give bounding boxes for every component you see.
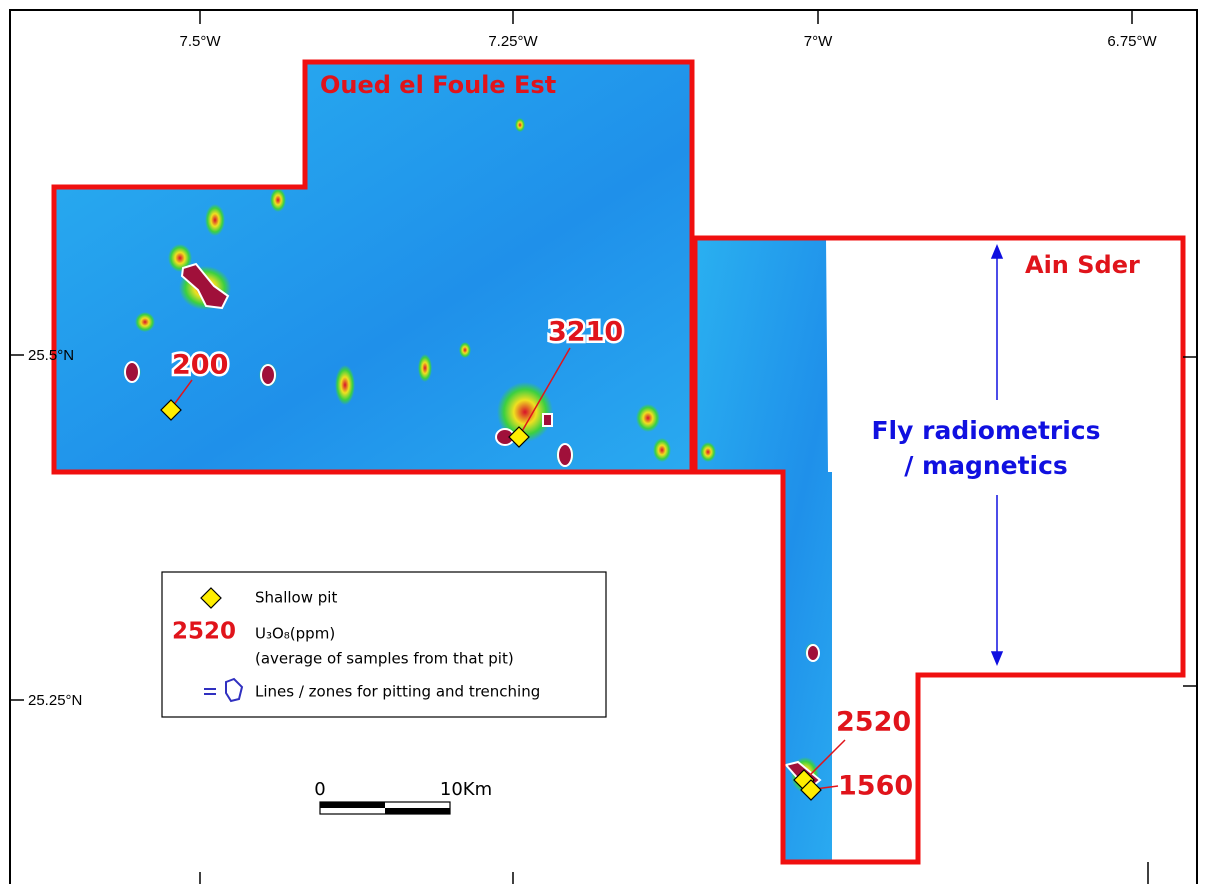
hotspot [205, 204, 225, 236]
legend-label: Lines / zones for pitting and trenching [255, 683, 540, 701]
scale-bar-segment [320, 802, 385, 808]
hotspot [515, 118, 525, 132]
longitude-label: 7°W [804, 33, 833, 50]
arrow-head [992, 246, 1002, 258]
hotspot [459, 342, 471, 358]
zone [558, 444, 572, 466]
arrow-head [992, 652, 1002, 664]
hotspot [636, 404, 660, 432]
pit-value: 3210 [548, 317, 623, 348]
hotspot [270, 188, 286, 212]
zone [261, 365, 275, 385]
zone [125, 362, 139, 382]
zone [543, 414, 552, 426]
longitude-label: 6.75°W [1107, 33, 1157, 50]
legend: Shallow pit 2520 U₃O₈(ppm) (average of s… [162, 572, 606, 717]
legend-label: (average of samples from that pit) [255, 650, 514, 668]
annotation: / magnetics [904, 451, 1068, 480]
scale-bar: 0 10Km [314, 779, 492, 814]
scale-label: 10Km [440, 779, 492, 800]
zone [807, 645, 819, 661]
hotspot [335, 365, 355, 405]
pit-value: 2520 [836, 707, 911, 738]
latitude-label: 25.25°N [28, 692, 82, 709]
longitude-label: 7.5°W [179, 33, 221, 50]
area-name: Ain Sder [1025, 251, 1140, 279]
survey-coverage [54, 62, 692, 472]
longitude-label: 7.25°W [488, 33, 538, 50]
area-name: Oued el Foule Est [320, 71, 556, 99]
legend-label: Shallow pit [255, 589, 337, 607]
annotation: Fly radiometrics [871, 416, 1100, 445]
hotspot [653, 438, 671, 462]
map: 7.5°W 7.25°W 7°W 6.75°W 25.5°N 25.25°N O… [0, 0, 1207, 884]
hotspot [418, 354, 432, 382]
hotspot [135, 312, 155, 332]
pit-value: 1560 [838, 771, 913, 802]
hotspot [700, 442, 716, 462]
pit-value: 200 [172, 350, 228, 381]
legend-label: U₃O₈(ppm) [255, 625, 335, 643]
latitude-label: 25.5°N [28, 347, 74, 364]
scale-bar-segment [385, 808, 450, 814]
legend-sample-value: 2520 [172, 619, 236, 645]
scale-label: 0 [314, 779, 325, 800]
